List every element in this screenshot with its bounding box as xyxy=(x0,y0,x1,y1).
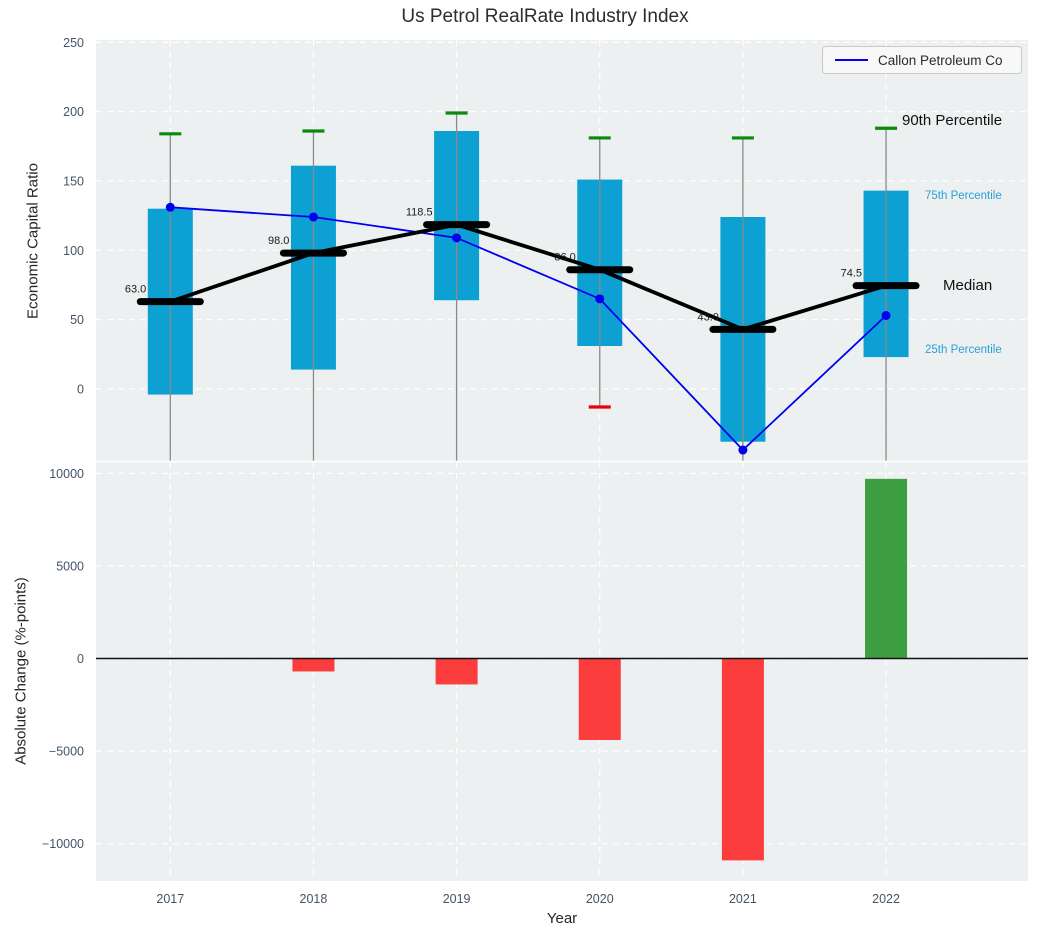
top-y-axis-label: Economic Capital Ratio xyxy=(24,163,42,319)
bottom-y-tick-label: −5000 xyxy=(49,745,84,759)
x-tick-label: 2018 xyxy=(300,892,328,906)
top-y-tick-label: 250 xyxy=(63,36,84,50)
median-value-label: 63.0 xyxy=(125,284,146,296)
company-point-2019 xyxy=(452,233,462,243)
company-point-2022 xyxy=(881,310,891,320)
bar-2021 xyxy=(721,658,764,861)
bottom-y-tick-label: 10000 xyxy=(49,467,84,481)
median-value-label: 43.0 xyxy=(697,311,718,323)
top-y-tick-label: 200 xyxy=(63,105,84,119)
top-y-tick-label: 150 xyxy=(63,174,84,188)
bar-2020 xyxy=(578,658,621,740)
chart-title: Us Petrol RealRate Industry Index xyxy=(401,6,689,27)
x-tick-label: 2019 xyxy=(443,892,471,906)
x-axis-label: Year xyxy=(546,910,578,927)
bottom-y-axis-label: Absolute Change (%-points) xyxy=(12,577,30,765)
median-value-label: 74.5 xyxy=(841,268,862,280)
company-point-2017 xyxy=(165,202,175,212)
x-tick-label: 2020 xyxy=(586,892,614,906)
top-y-tick-label: 50 xyxy=(70,313,84,327)
x-tick-label: 2017 xyxy=(156,892,184,906)
top-y-tick-label: 0 xyxy=(77,383,84,397)
company-point-2018 xyxy=(308,212,318,222)
bar-2019 xyxy=(435,658,478,685)
bottom-y-tick-label: −10000 xyxy=(42,837,84,851)
x-tick-label: 2022 xyxy=(872,892,900,906)
annotation-75th-percentile: 75th Percentile xyxy=(925,190,1002,202)
median-trend-line xyxy=(169,222,887,332)
company-line xyxy=(170,206,887,452)
bar-2018 xyxy=(292,658,335,672)
median-value-label: 98.0 xyxy=(268,235,289,247)
x-tick-label: 2021 xyxy=(729,892,757,906)
legend-label: Callon Petroleum Co xyxy=(878,52,1003,68)
bottom-y-tick-label: 0 xyxy=(77,652,84,666)
top-y-tick-label: 100 xyxy=(63,244,84,258)
legend-line-swatch xyxy=(835,59,868,61)
legend: Callon Petroleum Co xyxy=(822,46,1022,74)
annotation-median: Median xyxy=(943,277,993,294)
annotation-25th-percentile: 25th Percentile xyxy=(925,344,1002,356)
median-value-label: 118.5 xyxy=(406,207,433,219)
annotation-90th-percentile: 90th Percentile xyxy=(902,112,1003,129)
company-point-2020 xyxy=(595,294,605,304)
bar-2022 xyxy=(865,478,908,659)
median-value-label: 86.0 xyxy=(554,252,575,264)
bottom-y-tick-label: 5000 xyxy=(56,559,84,573)
company-point-2021 xyxy=(738,445,748,455)
